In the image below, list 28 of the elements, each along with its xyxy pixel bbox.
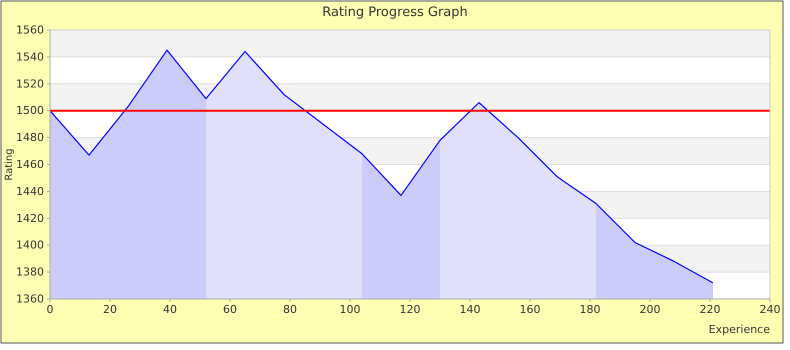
x-tick-label: 0: [46, 302, 54, 316]
y-tick-label: 1540: [16, 50, 44, 64]
x-tick-label: 180: [580, 302, 600, 316]
y-tick-label: 1420: [16, 212, 44, 225]
x-tick-label: 160: [520, 302, 540, 316]
y-tick-label: 1400: [16, 238, 44, 252]
x-tick-label: 220: [700, 302, 720, 316]
x-tick-label: 140: [460, 302, 480, 316]
x-tick-label: 100: [340, 302, 360, 316]
y-tick-label: 1440: [16, 184, 44, 198]
x-tick-label: 40: [163, 302, 177, 316]
chart-title: Rating Progress Graph: [322, 5, 468, 20]
y-tick-label: 1560: [16, 24, 44, 37]
y-tick-label: 1460: [16, 158, 44, 172]
line-series: [49, 50, 714, 284]
x-axis-title: Experience: [708, 323, 770, 336]
y-axis-title: Rating: [4, 148, 15, 181]
x-tick-label: 200: [640, 302, 660, 316]
y-tick-label: 1480: [16, 131, 44, 144]
x-tick-label: 120: [400, 302, 420, 316]
y-tick-label: 1500: [16, 104, 44, 118]
y-tick-label: 1520: [16, 77, 44, 90]
x-tick-label: 240: [760, 302, 780, 316]
x-tick-label: 80: [283, 302, 297, 316]
x-tick-label: 60: [223, 302, 237, 316]
y-tick-label: 1380: [16, 266, 44, 279]
y-tick-label: 1360: [16, 292, 44, 306]
x-tick-label: 20: [103, 302, 117, 316]
